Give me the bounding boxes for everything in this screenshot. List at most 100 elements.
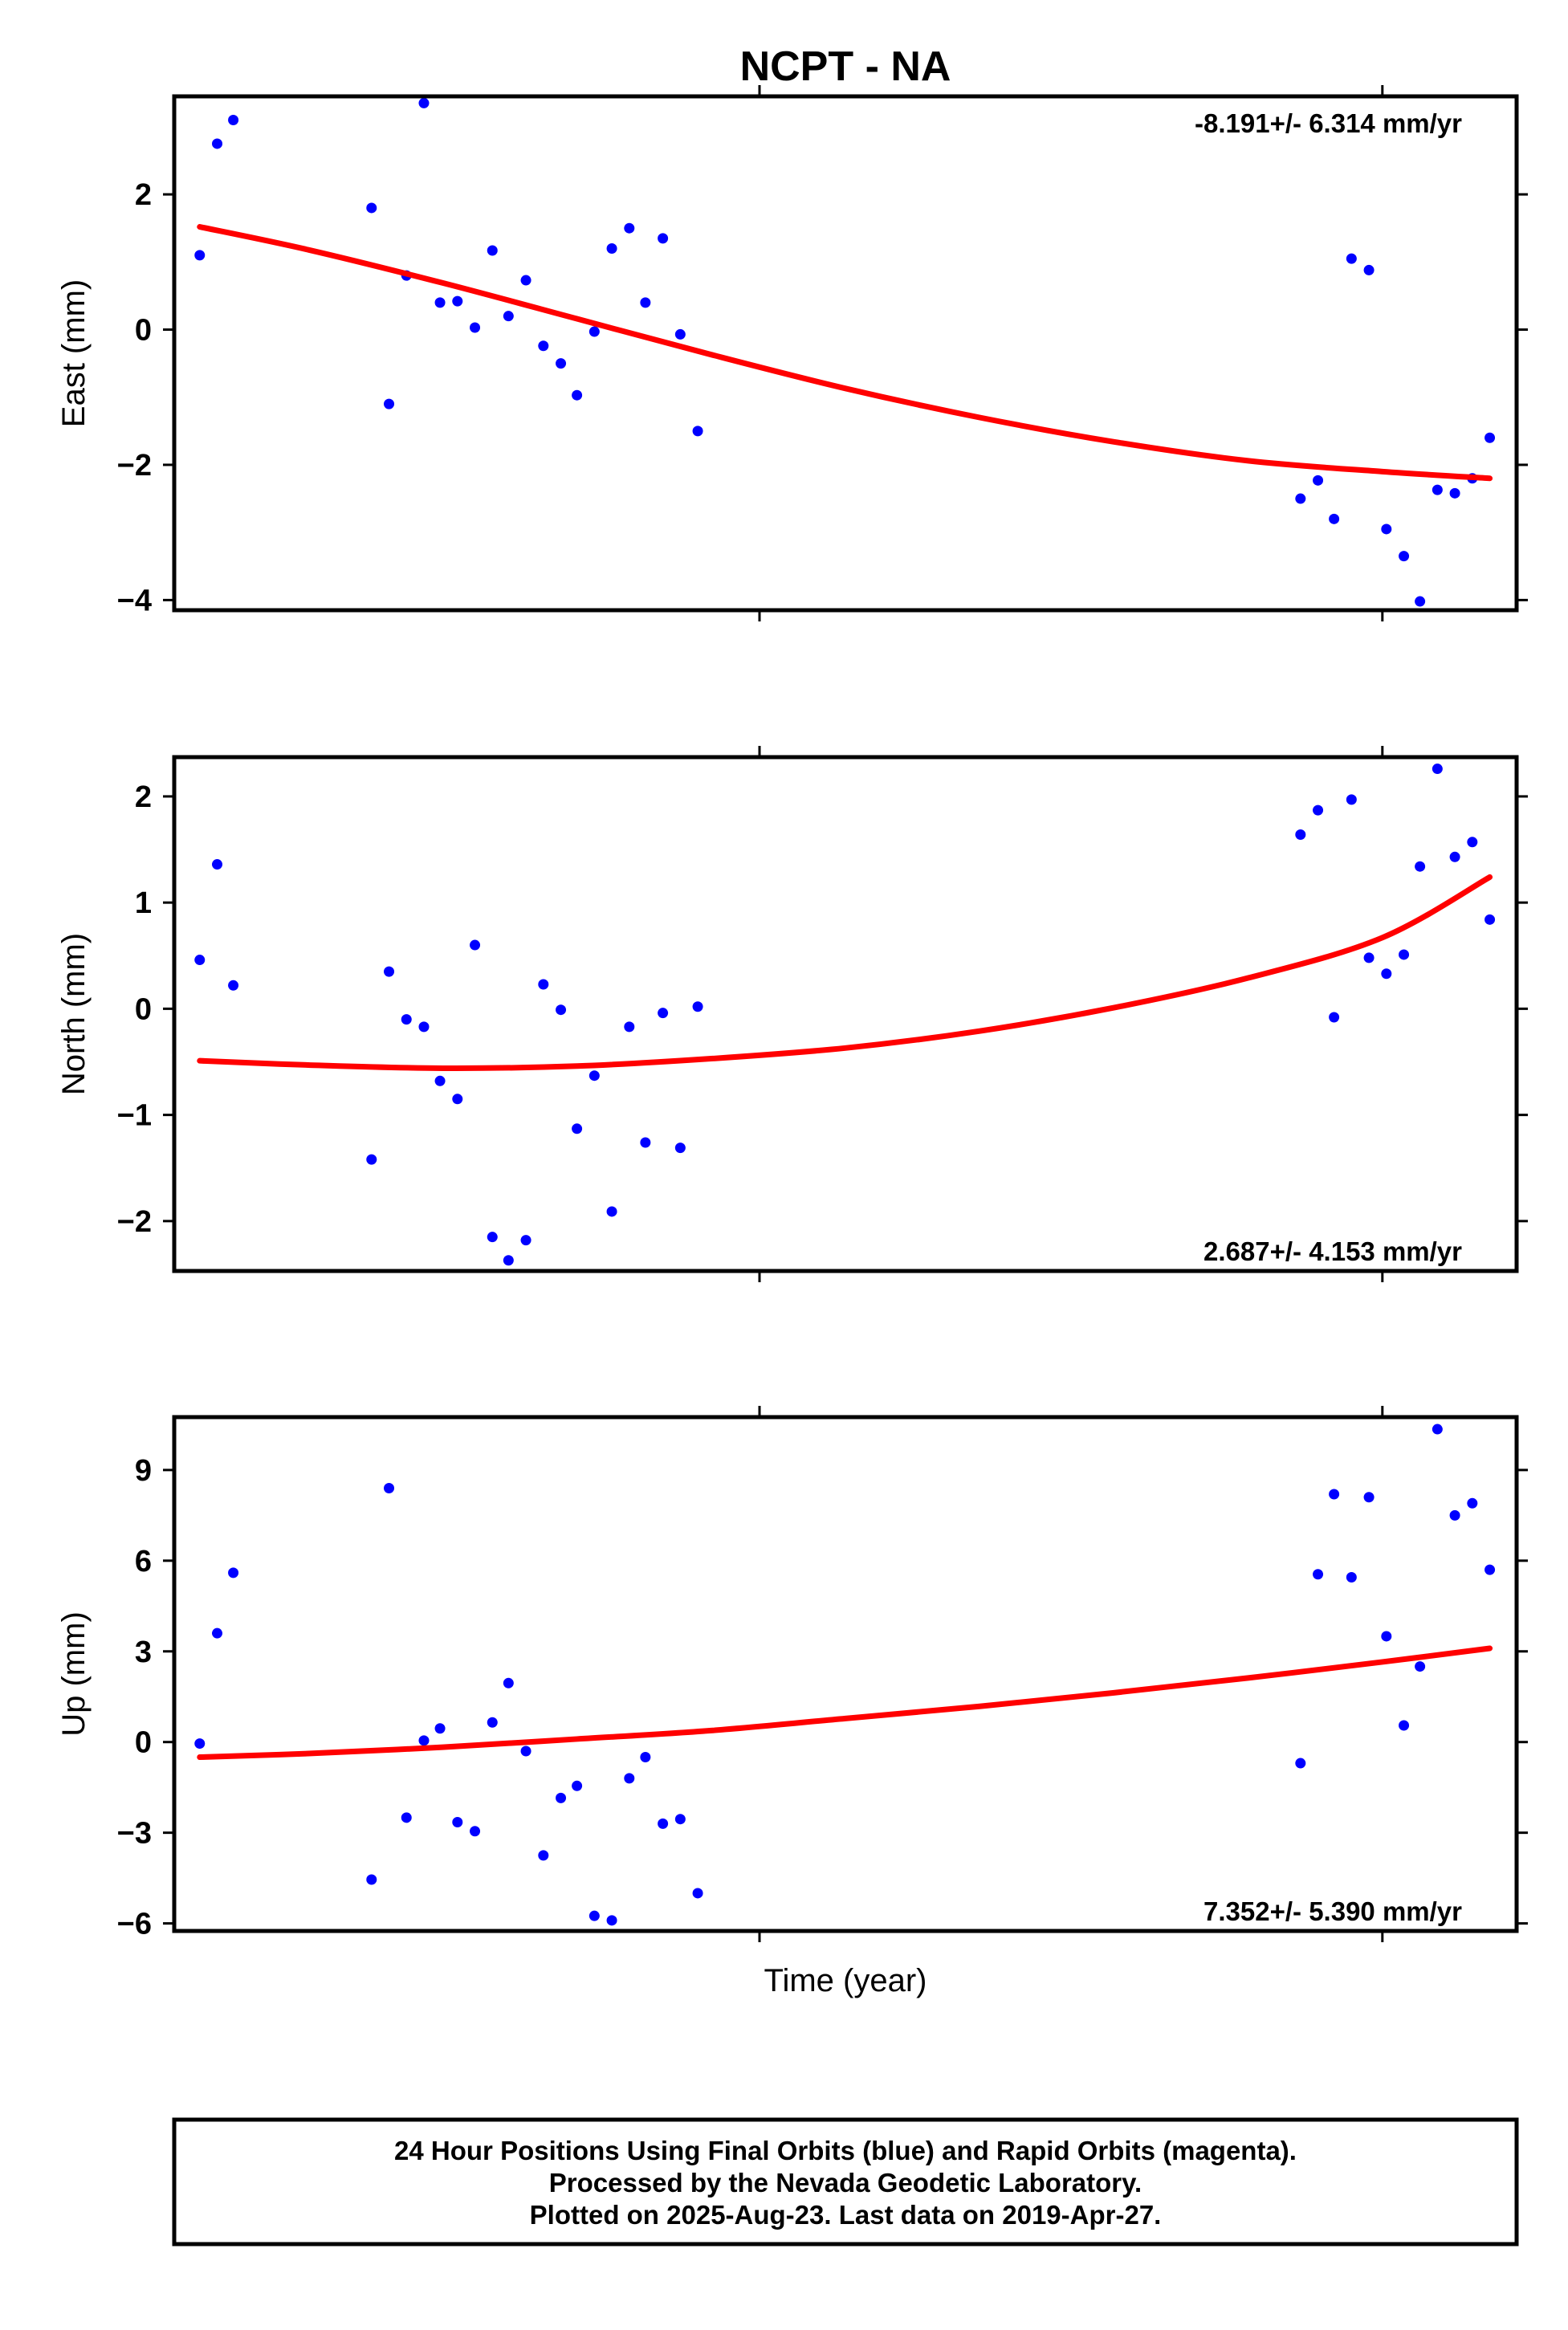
east-data-point <box>366 202 377 214</box>
north-data-point <box>658 1008 669 1019</box>
north-data-point <box>1295 829 1306 841</box>
east-data-point <box>538 340 549 352</box>
up-data-point <box>674 1814 686 1825</box>
east-data-point <box>1432 484 1443 495</box>
north-data-point <box>1381 968 1392 980</box>
north-data-point <box>589 1070 600 1081</box>
up-data-point <box>194 1738 206 1750</box>
up-data-point <box>470 1826 481 1837</box>
east-rate-annotation: -8.191+/- 6.314 mm/yr <box>1195 108 1462 138</box>
footer-box: 24 Hour Positions Using Final Orbits (bl… <box>172 2117 1519 2246</box>
up-data-point <box>212 1627 223 1639</box>
up-ytick-label: 6 <box>135 1545 152 1578</box>
east-data-point <box>692 426 703 437</box>
up-data-point <box>624 1773 635 1784</box>
north-data-point <box>1363 952 1375 963</box>
up-plot-area <box>194 1424 1496 1926</box>
up-data-point <box>1381 1631 1392 1642</box>
east-data-point <box>589 326 600 337</box>
up-data-point <box>452 1816 463 1827</box>
north-data-point <box>538 979 549 990</box>
north-data-point <box>503 1255 514 1266</box>
east-data-point <box>1329 513 1340 524</box>
up-data-point <box>658 1818 669 1829</box>
east-data-point <box>470 322 481 333</box>
north-data-point <box>487 1232 498 1243</box>
up-data-point <box>606 1915 617 1926</box>
up-data-point <box>228 1567 239 1578</box>
north-ytick-label: 0 <box>135 992 152 1026</box>
east-data-point <box>658 233 669 244</box>
up-data-point <box>401 1812 412 1823</box>
up-data-point <box>556 1792 567 1803</box>
up-data-point <box>1295 1758 1306 1769</box>
north-ytick-label: −2 <box>117 1205 152 1239</box>
north-data-point <box>1346 794 1357 805</box>
east-ytick-label: −4 <box>117 584 152 617</box>
up-data-point <box>1346 1572 1357 1583</box>
up-ytick-label: −6 <box>117 1908 152 1941</box>
north-data-point <box>401 1014 412 1025</box>
north-data-point <box>624 1021 635 1033</box>
up-data-point <box>366 1874 377 1885</box>
panels: −4 −2 0 2 East (mm) -8.191+/- 6.314 mm/yr −2 −1… <box>56 85 1528 1942</box>
up-frame <box>172 1415 1519 1933</box>
north-data-point <box>452 1094 463 1105</box>
east-data-point <box>212 138 223 149</box>
chart-title: NCPT - NA <box>740 43 951 90</box>
north-data-point <box>212 859 223 870</box>
east-data-point <box>1415 596 1426 607</box>
north-data-point <box>470 939 481 951</box>
east-data-point <box>503 311 514 322</box>
north-data-point <box>1485 914 1496 925</box>
east-data-point <box>487 245 498 256</box>
east-ytick-label: 2 <box>135 178 152 212</box>
up-data-point <box>538 1850 549 1861</box>
up-data-point <box>1329 1489 1340 1500</box>
east-data-point <box>194 250 206 261</box>
up-y-axis-label: Up (mm) <box>56 1611 92 1737</box>
east-data-point <box>606 242 617 254</box>
up-data-point <box>434 1723 446 1734</box>
up-data-point <box>692 1888 703 1899</box>
north-data-point <box>1329 1012 1340 1023</box>
up-data-point <box>1485 1564 1496 1575</box>
up-data-point <box>1313 1569 1324 1580</box>
up-ytick-label: 3 <box>135 1635 152 1669</box>
north-data-point <box>1399 949 1410 960</box>
east-frame <box>172 94 1519 613</box>
north-data-point <box>1313 805 1324 816</box>
east-ytick-label: 0 <box>135 314 152 348</box>
north-data-point <box>418 1021 430 1033</box>
up-data-point <box>640 1752 651 1763</box>
north-data-point <box>520 1235 531 1246</box>
east-data-point <box>1363 264 1375 275</box>
north-ytick-label: 2 <box>135 780 152 814</box>
up-data-point <box>1449 1509 1460 1521</box>
north-data-point <box>1432 764 1443 775</box>
north-data-point <box>606 1206 617 1217</box>
east-panel: −4 −2 0 2 East (mm) -8.191+/- 6.314 mm/yr <box>56 85 1528 621</box>
east-data-point <box>572 389 583 401</box>
east-data-point <box>418 97 430 108</box>
up-data-point <box>1432 1424 1443 1435</box>
east-ytick-label: −2 <box>117 449 152 483</box>
east-data-point <box>640 297 651 308</box>
up-panel: −6 −3 0 3 6 9 Up (mm) 7.352+/- 5.390 mm/yr <box>56 1406 1528 1942</box>
east-plot-area <box>194 97 1496 607</box>
north-data-point <box>1449 851 1460 862</box>
up-data-point <box>1415 1661 1426 1672</box>
east-data-point <box>1485 432 1496 443</box>
north-y-axis-label: North (mm) <box>56 933 92 1095</box>
up-data-point <box>1399 1720 1410 1731</box>
north-data-point <box>1467 837 1478 848</box>
up-data-point <box>1467 1497 1478 1509</box>
east-data-point <box>1449 487 1460 499</box>
east-data-point <box>1313 475 1324 486</box>
east-data-point <box>556 358 567 369</box>
east-fit-line <box>197 224 1493 482</box>
north-fit-line <box>197 874 1493 1071</box>
up-data-point <box>487 1717 498 1728</box>
north-data-point <box>572 1123 583 1134</box>
north-panel: −2 −1 0 1 2 North (mm) 2.687+/- 4.153 mm/yr <box>56 746 1528 1282</box>
